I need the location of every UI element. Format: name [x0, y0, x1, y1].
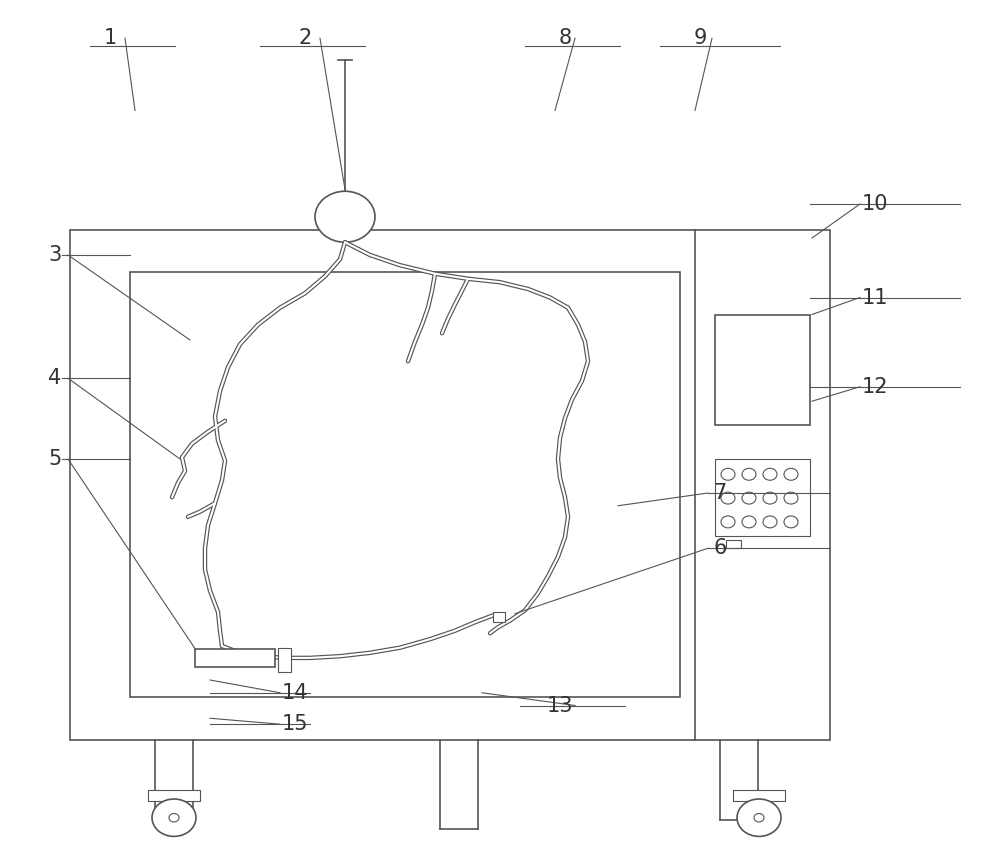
Text: 12: 12 [862, 377, 888, 397]
Text: 9: 9 [693, 28, 707, 48]
Bar [715, 459, 810, 536]
Text: 11: 11 [862, 287, 888, 308]
Text: 8: 8 [558, 28, 572, 48]
Bar [278, 648, 291, 672]
Circle shape [784, 468, 798, 480]
Circle shape [742, 492, 756, 504]
Circle shape [152, 799, 196, 836]
Circle shape [742, 516, 756, 528]
Text: 15: 15 [282, 714, 308, 734]
Bar [493, 612, 505, 622]
Text: 7: 7 [713, 483, 727, 503]
Text: 3: 3 [48, 245, 62, 265]
Text: 4: 4 [48, 368, 62, 388]
Circle shape [721, 492, 735, 504]
Bar [130, 272, 680, 697]
Text: 5: 5 [48, 449, 62, 469]
Text: 10: 10 [862, 194, 888, 214]
Bar [715, 314, 810, 425]
Circle shape [763, 468, 777, 480]
Circle shape [763, 492, 777, 504]
Bar [148, 790, 200, 801]
Circle shape [721, 468, 735, 480]
Circle shape [721, 516, 735, 528]
Circle shape [742, 468, 756, 480]
Bar [726, 540, 741, 548]
Bar [70, 230, 830, 740]
Circle shape [737, 799, 781, 836]
Text: 14: 14 [282, 683, 308, 703]
Text: 13: 13 [547, 695, 573, 716]
Circle shape [315, 191, 375, 242]
Circle shape [169, 813, 179, 822]
Circle shape [784, 492, 798, 504]
Bar [733, 790, 785, 801]
Text: 1: 1 [103, 28, 117, 48]
Circle shape [754, 813, 764, 822]
Bar [195, 649, 275, 667]
Text: 6: 6 [713, 538, 727, 558]
Circle shape [763, 516, 777, 528]
Text: 2: 2 [298, 28, 312, 48]
Circle shape [784, 516, 798, 528]
